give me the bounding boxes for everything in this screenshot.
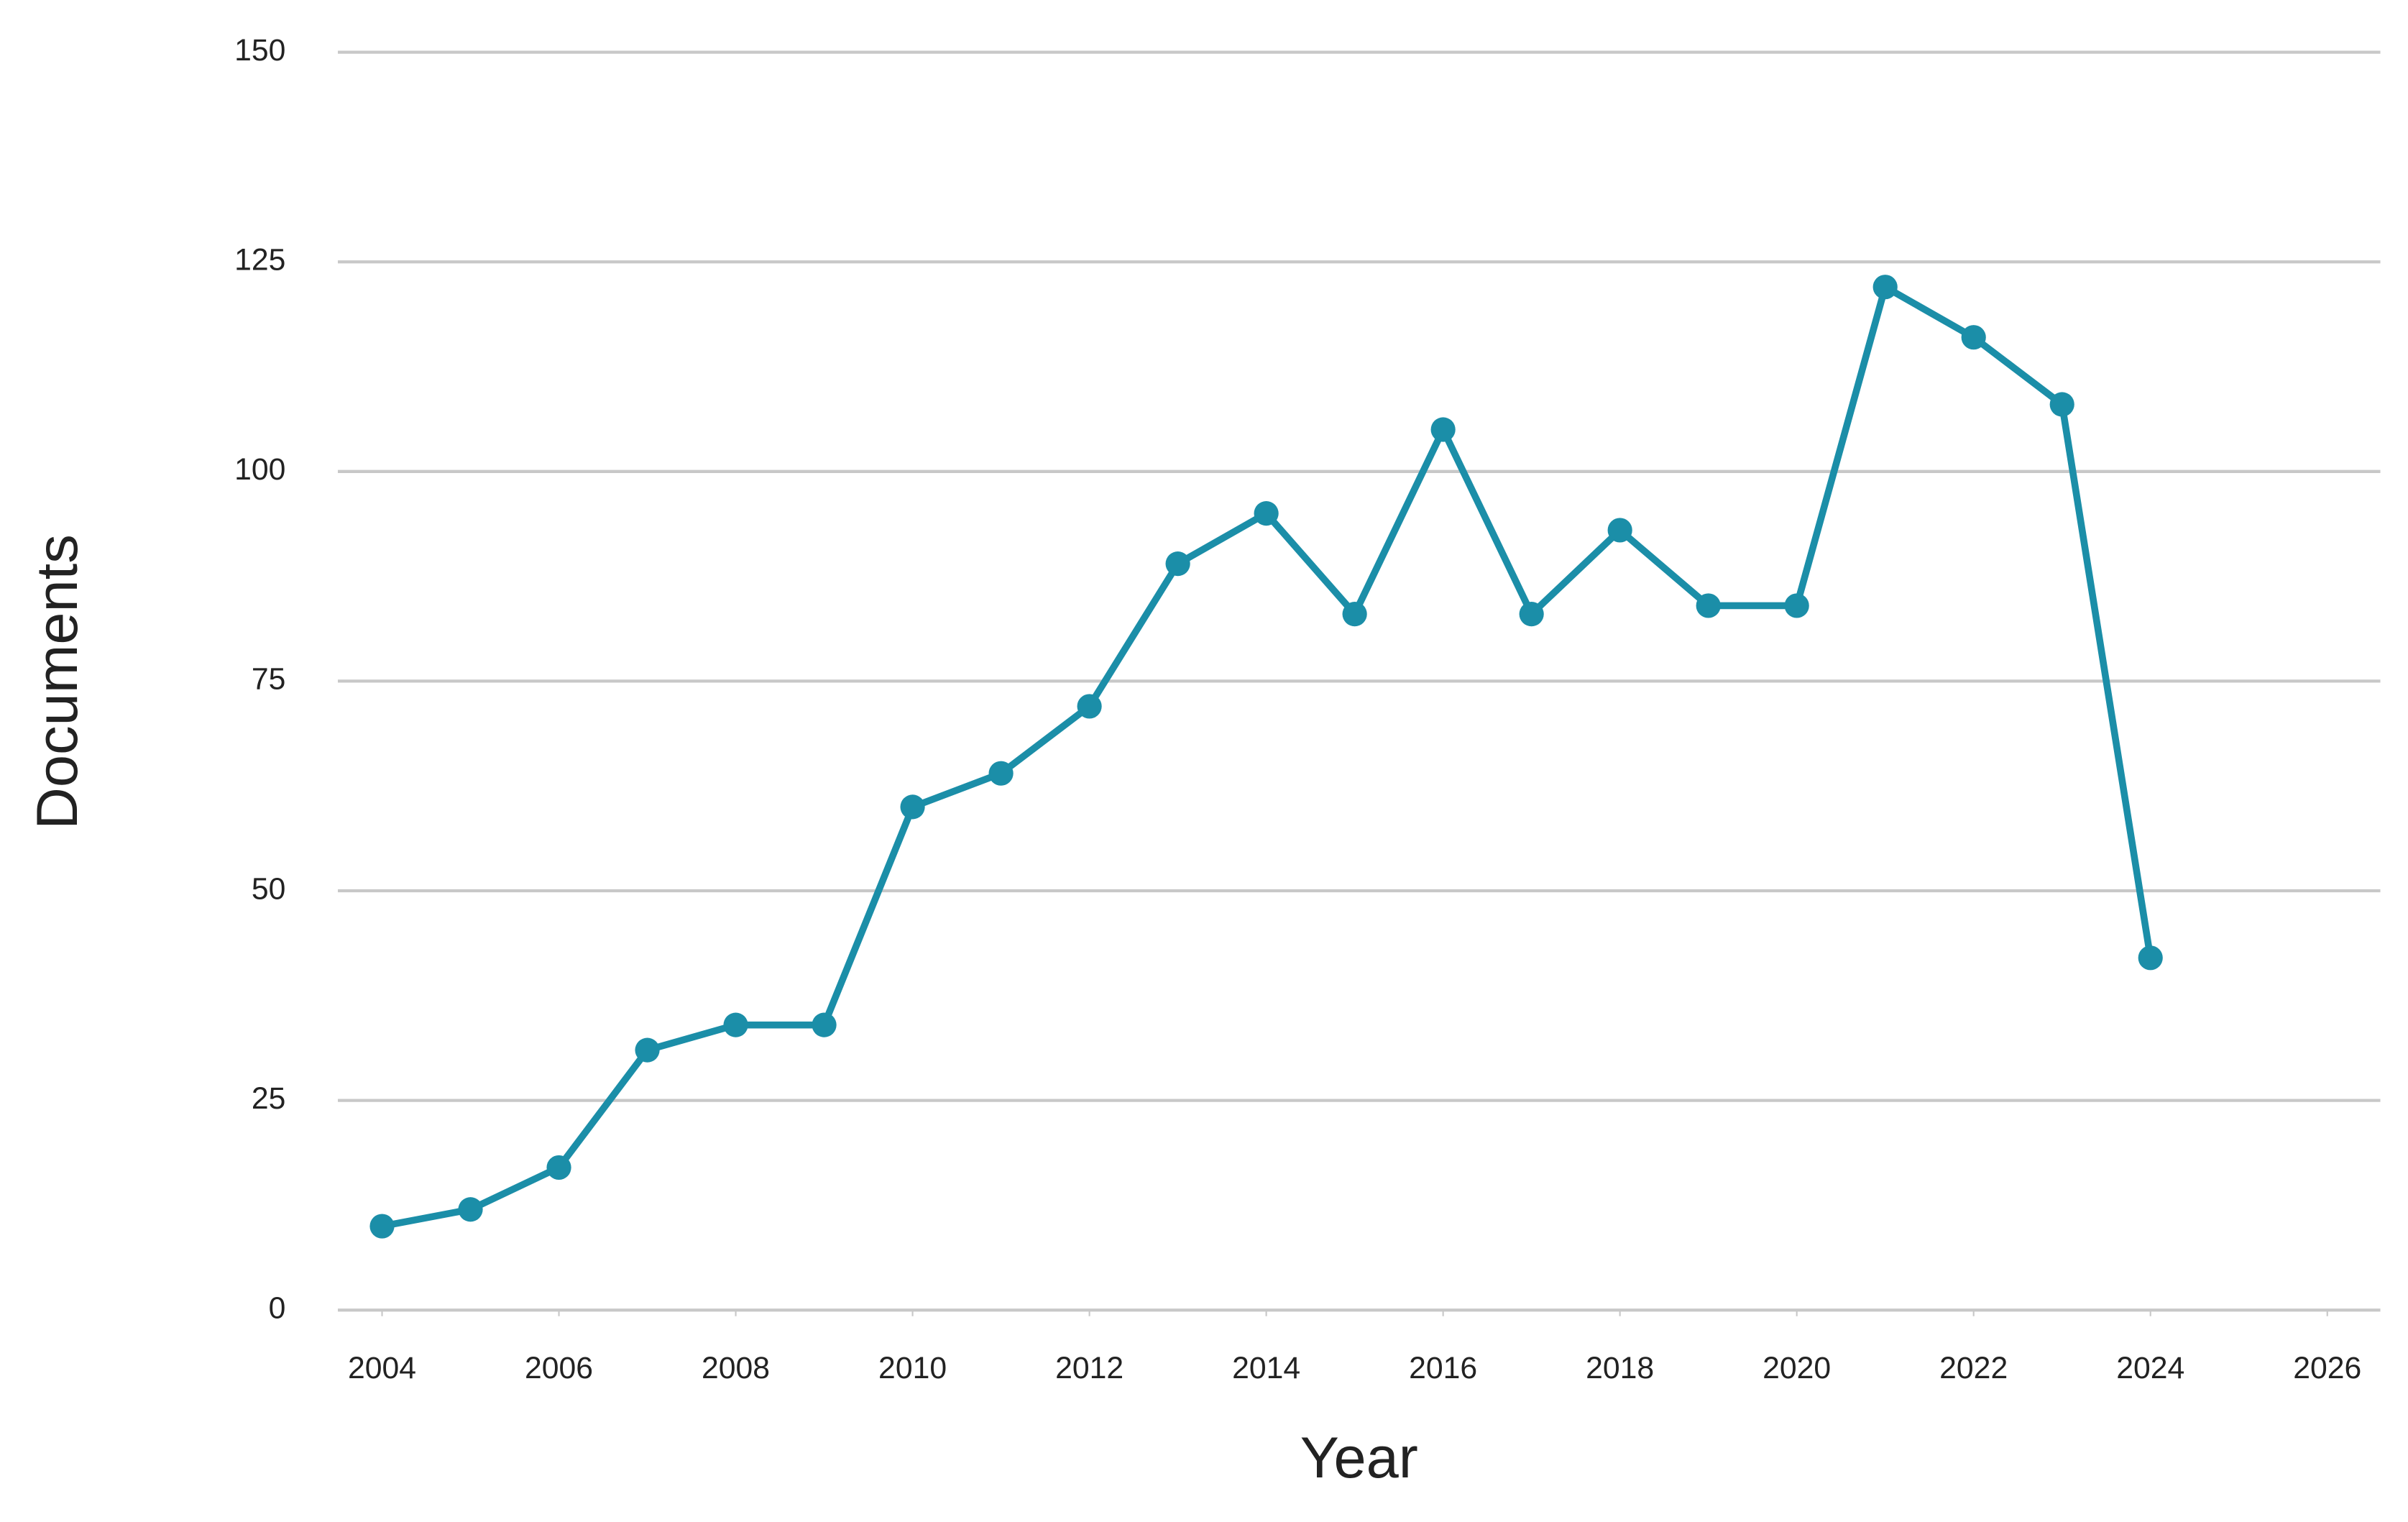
y-tick-label: 125 [234,243,285,278]
data-point [635,1037,660,1063]
y-tick-label: 150 [234,33,285,68]
x-tick-label: 2010 [878,1351,947,1385]
data-point [1342,602,1367,627]
data-point [2138,945,2163,971]
data-point [900,794,925,820]
data-point [1165,551,1190,577]
y-tick-label: 50 [252,871,286,906]
data-point [1430,417,1456,442]
x-tick-label: 2018 [1586,1351,1654,1385]
data-point [1696,593,1721,618]
y-tick-label: 100 [234,452,285,487]
x-tick-label: 2024 [2116,1351,2184,1385]
data-point [812,1012,837,1037]
x-tick-label: 2026 [2293,1351,2361,1385]
data-point [1077,694,1102,719]
x-tick-label: 2022 [1939,1351,2008,1385]
data-point [458,1197,483,1222]
x-tick-label: 2006 [525,1351,593,1385]
data-point [1519,602,1544,627]
data-line [381,283,2154,1230]
data-point [2049,392,2074,417]
x-tick-label: 2020 [1763,1351,1831,1385]
data-point [1784,593,1809,618]
data-point [1961,325,1986,350]
x-axis-title: Year [1300,1426,1418,1490]
x-tick-label: 2012 [1055,1351,1123,1385]
y-tick-label: 75 [252,662,286,697]
x-tick-label: 2008 [702,1351,770,1385]
data-point [1254,501,1279,526]
data-point [369,1214,395,1239]
data-point [723,1012,748,1037]
x-tick-label: 2016 [1409,1351,1477,1385]
data-point [988,761,1014,786]
x-tick-label: 2014 [1232,1351,1300,1385]
y-tick-label: 25 [252,1081,286,1116]
y-tick-label: 0 [269,1291,286,1325]
data-point [546,1155,571,1181]
data-point [1607,518,1632,543]
y-axis-title: Documents [25,534,90,830]
data-point [1872,275,1898,300]
x-tick-label: 2004 [348,1351,416,1385]
